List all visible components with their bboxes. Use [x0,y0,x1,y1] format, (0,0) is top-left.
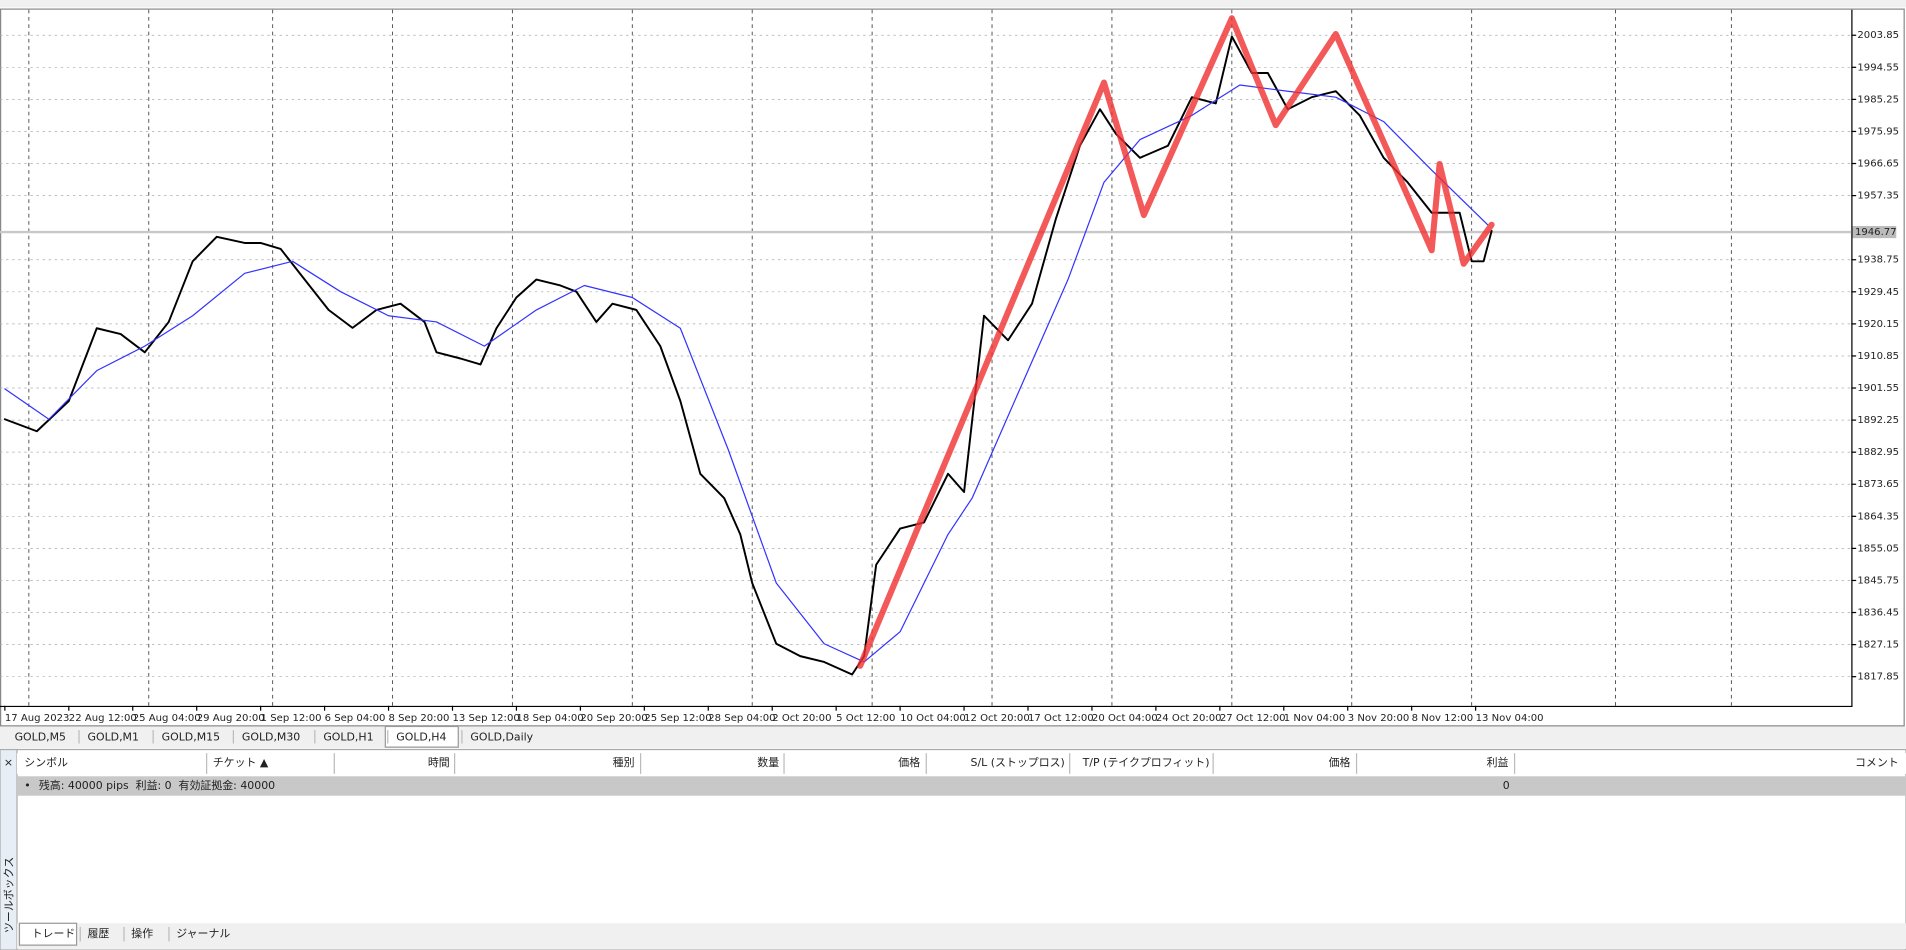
bullet: • [24,779,30,792]
plot: 2003.85 1994.55 1985.25 1975.95 1966.65 1957.… [0,9,1899,724]
y-tick-label: 1864.35 [1857,511,1899,522]
y-tick-label: 1817.85 [1857,672,1899,683]
column-header[interactable]: チケット ▲ [213,756,269,769]
bottom-tabs: トレード 履歴 操作 ジャーナル [32,926,230,942]
column-header[interactable]: 利益 [1487,755,1509,769]
summary-row [17,776,1906,796]
chart-tab[interactable]: GOLD,M5 [15,730,66,743]
y-tick-label: 1966.65 [1857,159,1899,170]
x-tick-label: 13 Nov 04:00 [1476,713,1544,724]
x-tick-label: 24 Oct 20:00 [1156,713,1222,724]
chart-window [0,8,1905,727]
chart-tabs: GOLD,M5 GOLD,M1 GOLD,M15 GOLD,M30 GOLD,H1 GOL… [15,730,534,744]
x-tick-label: 12 Oct 20:00 [964,713,1030,724]
y-tick-label: 1957.35 [1857,191,1899,202]
y-tick-label: 1975.95 [1857,126,1899,137]
active-tab [384,725,459,748]
column-header[interactable]: T/P (テイクプロフィット) [1082,756,1210,769]
y-tick-label: 1873.65 [1857,479,1899,490]
x-tick-label: 17 Oct 12:00 [1028,713,1094,724]
profit: 0 [1503,779,1510,792]
x-tick-label: 29 Aug 20:00 [197,713,265,724]
y-tick-label: 1929.45 [1857,287,1899,298]
chart-tab[interactable]: GOLD,M30 [242,730,300,743]
x-tick-label: 1 Sep 12:00 [261,713,322,724]
x-tick-label: 8 Sep 20:00 [389,713,450,724]
column-header[interactable]: 数量 [757,756,779,769]
y-tick-label: 1994.55 [1857,62,1899,73]
side-title: ツールボックス [3,857,16,933]
bottom-tab-bar [17,923,1906,949]
chart-tab[interactable]: GOLD,M15 [162,730,220,743]
y-tick-label: 1892.25 [1857,415,1899,426]
price-label: 1946.77 [1855,227,1897,238]
x-tick-label: 22 Aug 12:00 [69,713,137,724]
series-line [3,35,1493,676]
toolbar [0,0,1906,8]
price-label-bg [1852,226,1897,239]
x-tick-label: 20 Oct 04:00 [1092,713,1158,724]
column-header[interactable]: 価格 [898,755,920,769]
series-line [4,84,1489,663]
y-tick-label: 1845.75 [1857,575,1899,586]
y-tick-label: 2003.85 [1857,30,1899,41]
x-tick-label: 17 Aug 2023 [5,713,70,724]
series-line [857,15,1495,669]
x-tick-label: 13 Sep 12:00 [452,713,519,724]
y-tick-label: 1836.45 [1857,608,1899,619]
x-tick-label: 20 Sep 20:00 [580,713,647,724]
summary: 残高: 40000 pips 利益: 0 有効証拠金: 40000 [39,778,275,792]
column-header[interactable]: コメント [1855,756,1899,769]
column-header[interactable]: 時間 [428,756,450,769]
x-tick-label: 8 Nov 12:00 [1412,713,1474,724]
chart-tab[interactable]: GOLD,M1 [88,730,139,743]
y-tick-label: 1901.55 [1857,383,1899,394]
x-tick-label: 10 Oct 04:00 [900,713,966,724]
column-header[interactable]: 種別 [613,755,635,769]
header-row [17,753,1906,774]
x-tick-label: 1 Nov 04:00 [1284,713,1346,724]
bottom-tab[interactable]: 操作 [131,926,153,940]
y-tick-label: 1855.05 [1857,543,1899,554]
x-tick-label: 18 Sep 04:00 [516,713,583,724]
columns: シンボル チケット ▲ 時間 種別 数量 価格 S/L (ストップロス) T/P (テイクプロ… [24,753,1899,774]
chart-tab[interactable]: GOLD,H1 [323,730,373,743]
active-bottom-tab [18,922,78,946]
chart-tab[interactable]: GOLD,Daily [470,730,533,743]
y-tick-label: 1827.15 [1857,640,1899,651]
bottom-tab[interactable]: 履歴 [88,927,110,940]
chart-tab[interactable]: GOLD,H4 [396,730,446,743]
bottom-tab[interactable]: トレード [32,927,76,940]
x-tick-label: 25 Sep 12:00 [644,713,711,724]
x-tick-label: 2 Oct 20:00 [772,713,831,724]
x-tick-label: 25 Aug 04:00 [133,713,201,724]
chart-tab-bar [0,726,1906,749]
x-tick-label: 5 Oct 12:00 [836,713,895,724]
y-tick-label: 1920.15 [1857,319,1899,330]
column-header[interactable]: シンボル [24,756,68,769]
x-tick-label: 27 Oct 12:00 [1220,713,1286,724]
terminal-side [0,748,18,950]
column-header[interactable]: 価格 [1329,755,1351,769]
y-tick-label: 1910.85 [1857,351,1899,362]
y-tick-label: 1985.25 [1857,94,1899,105]
column-header[interactable]: S/L (ストップロス) [971,756,1065,769]
close-button[interactable]: × [4,756,13,769]
bottom-tab[interactable]: ジャーナル [176,927,230,940]
x-tick-label: 6 Sep 04:00 [325,713,386,724]
y-tick-label: 1938.75 [1857,255,1899,266]
x-tick-label: 3 Nov 20:00 [1348,713,1410,724]
x-tick-label: 28 Sep 04:00 [708,713,775,724]
y-tick-label: 1882.95 [1857,447,1899,458]
